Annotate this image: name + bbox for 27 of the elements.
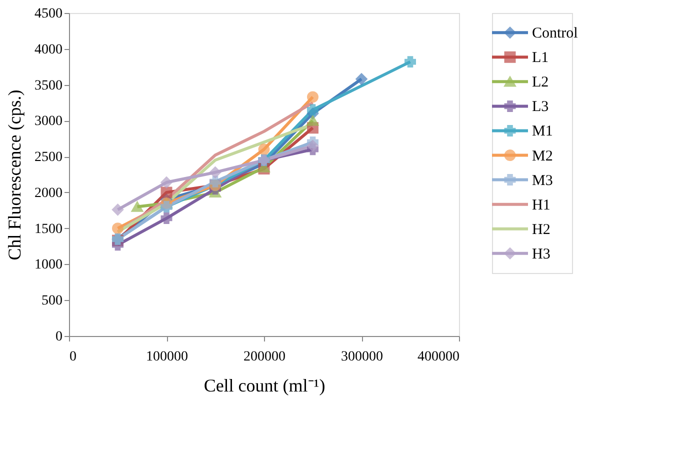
y-tick-label: 2000 [34, 186, 62, 201]
y-tick-label: 2500 [34, 150, 62, 166]
legend-label: H2 [532, 222, 550, 238]
legend-label: H1 [532, 197, 550, 214]
y-tick-label: 4500 [34, 6, 62, 22]
y-axis-title: Chl Fluorescence (cps.) [4, 90, 24, 260]
x-tick-label: 300000 [341, 350, 383, 364]
y-tick-label: 4000 [34, 42, 62, 58]
y-tick-label: 3000 [34, 114, 62, 130]
legend-label: M1 [532, 124, 553, 140]
legend-label: L2 [532, 74, 549, 91]
x-tick-label: 400000 [418, 350, 460, 364]
legend-label: M3 [532, 172, 553, 189]
x-tick-label: 200000 [244, 350, 286, 364]
legend-label: H3 [532, 246, 550, 262]
y-tick-label: 1000 [34, 258, 62, 273]
y-tick-label: 500 [42, 294, 62, 309]
legend-label: M2 [532, 148, 553, 164]
legend-label: L3 [532, 99, 549, 116]
legend-label: L1 [532, 50, 549, 66]
legend-label: Control [532, 26, 578, 42]
y-tick-label: 1500 [34, 222, 62, 237]
x-tick-label: 100000 [146, 350, 188, 364]
y-tick-label: 0 [56, 330, 62, 344]
x-axis-title: Cell count (ml⁻¹) [204, 376, 326, 396]
x-tick-label: 0 [70, 350, 76, 364]
y-tick-label: 3500 [34, 78, 62, 94]
